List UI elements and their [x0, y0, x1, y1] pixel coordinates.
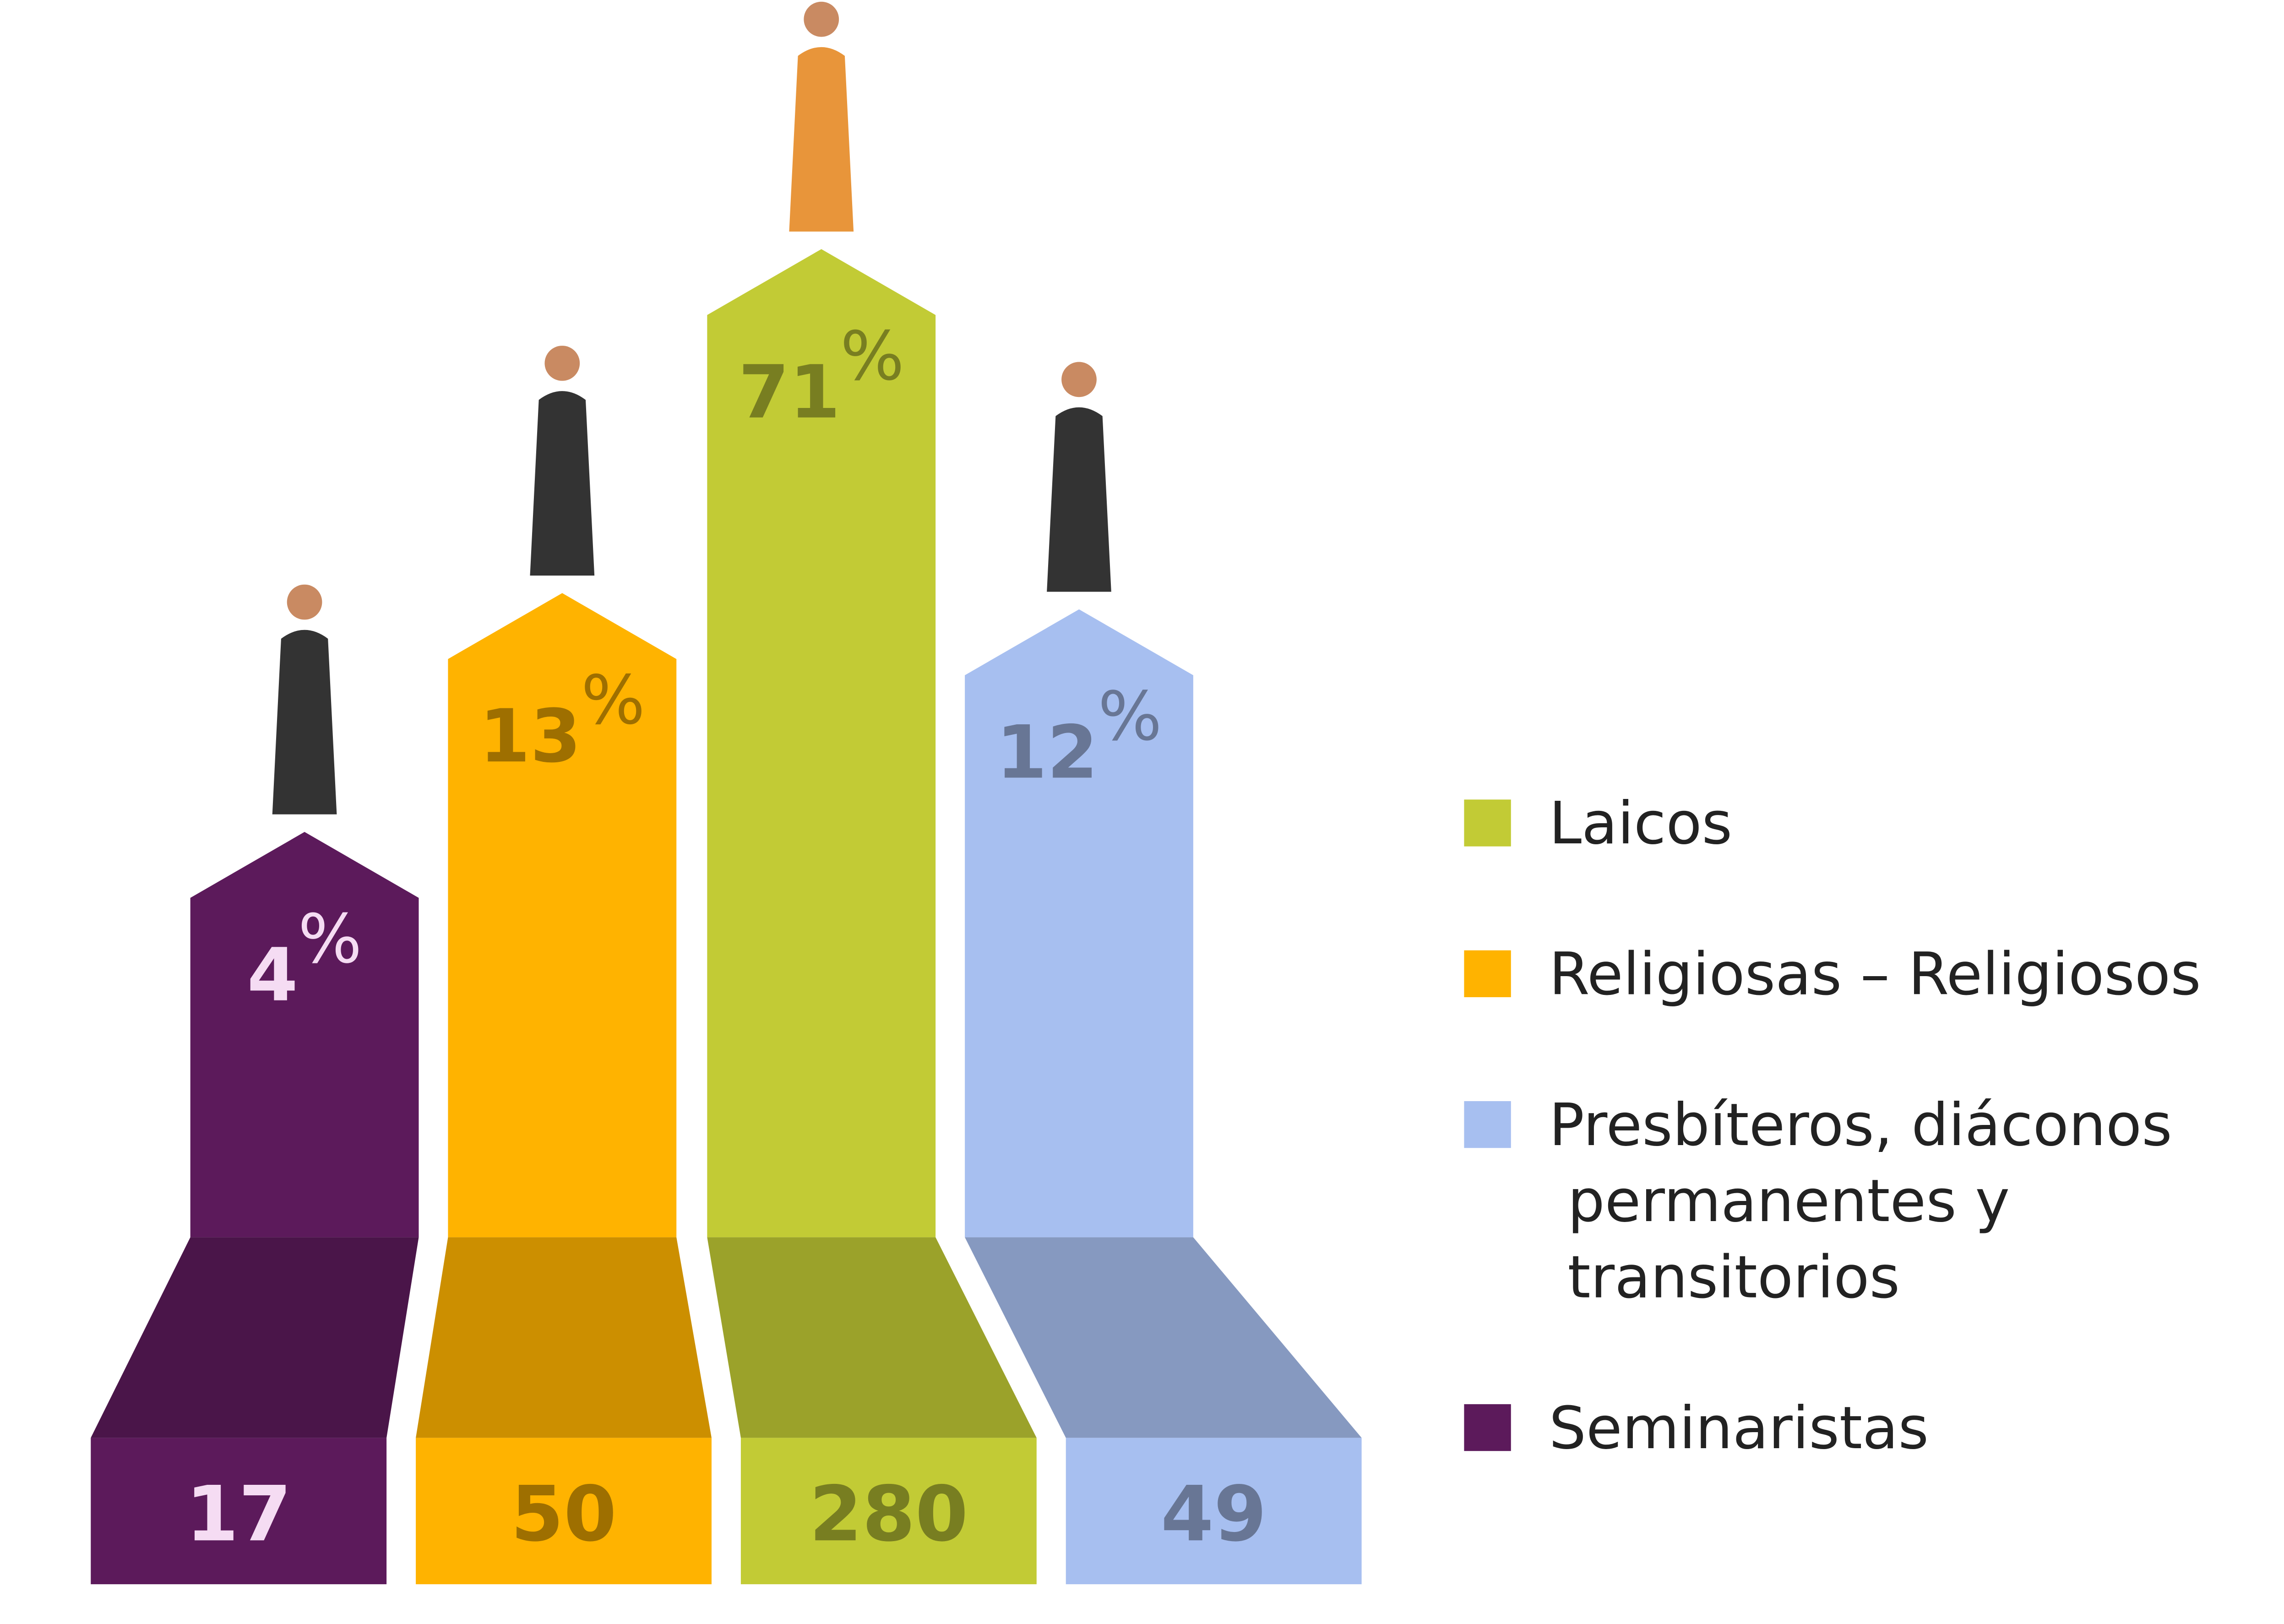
- bar-base-perspective: [707, 1237, 1037, 1438]
- percent-label: 12%: [996, 677, 1162, 795]
- legend-label: Religiosas – Religiosos: [1549, 940, 2201, 1009]
- legend-swatch: [1464, 799, 1511, 847]
- percent-label: 13%: [479, 661, 645, 779]
- bar-base-perspective: [91, 1237, 419, 1438]
- figure-robe: [789, 47, 854, 232]
- figure-head: [1061, 362, 1097, 397]
- figure-head: [804, 1, 839, 37]
- bar: [190, 832, 419, 1238]
- legend-swatch: [1464, 1404, 1511, 1451]
- figure-head: [287, 584, 322, 620]
- legend-label: Seminaristas: [1549, 1394, 1929, 1462]
- bar: [965, 609, 1193, 1238]
- count-label: 50: [511, 1470, 616, 1559]
- count-label: 17: [186, 1470, 292, 1559]
- bar: [707, 249, 936, 1238]
- figure-head: [544, 346, 580, 381]
- count-label: 49: [1161, 1470, 1267, 1559]
- count-label: 280: [809, 1470, 968, 1559]
- legend-label: Presbíteros, diáconos permanentes y tran…: [1549, 1091, 2172, 1312]
- legend-label: Laicos: [1549, 789, 1732, 858]
- percent-label: 4%: [247, 900, 362, 1018]
- legend-swatch: [1464, 1101, 1511, 1148]
- count-box: [416, 1438, 712, 1585]
- person-figure: [272, 584, 337, 815]
- person-figure: [789, 1, 854, 232]
- count-box: [91, 1438, 387, 1585]
- person-figure: [530, 346, 595, 576]
- bar: [448, 593, 677, 1238]
- figure-robe: [272, 630, 337, 815]
- bar-base-perspective: [965, 1237, 1362, 1438]
- count-box: [1066, 1438, 1362, 1585]
- bar-base-perspective: [416, 1237, 712, 1438]
- legend-swatch: [1464, 950, 1511, 997]
- percent-label: 71%: [739, 317, 904, 435]
- figure-robe: [530, 391, 595, 576]
- count-box: [740, 1438, 1037, 1585]
- person-figure: [1047, 362, 1111, 592]
- figure-robe: [1047, 407, 1111, 592]
